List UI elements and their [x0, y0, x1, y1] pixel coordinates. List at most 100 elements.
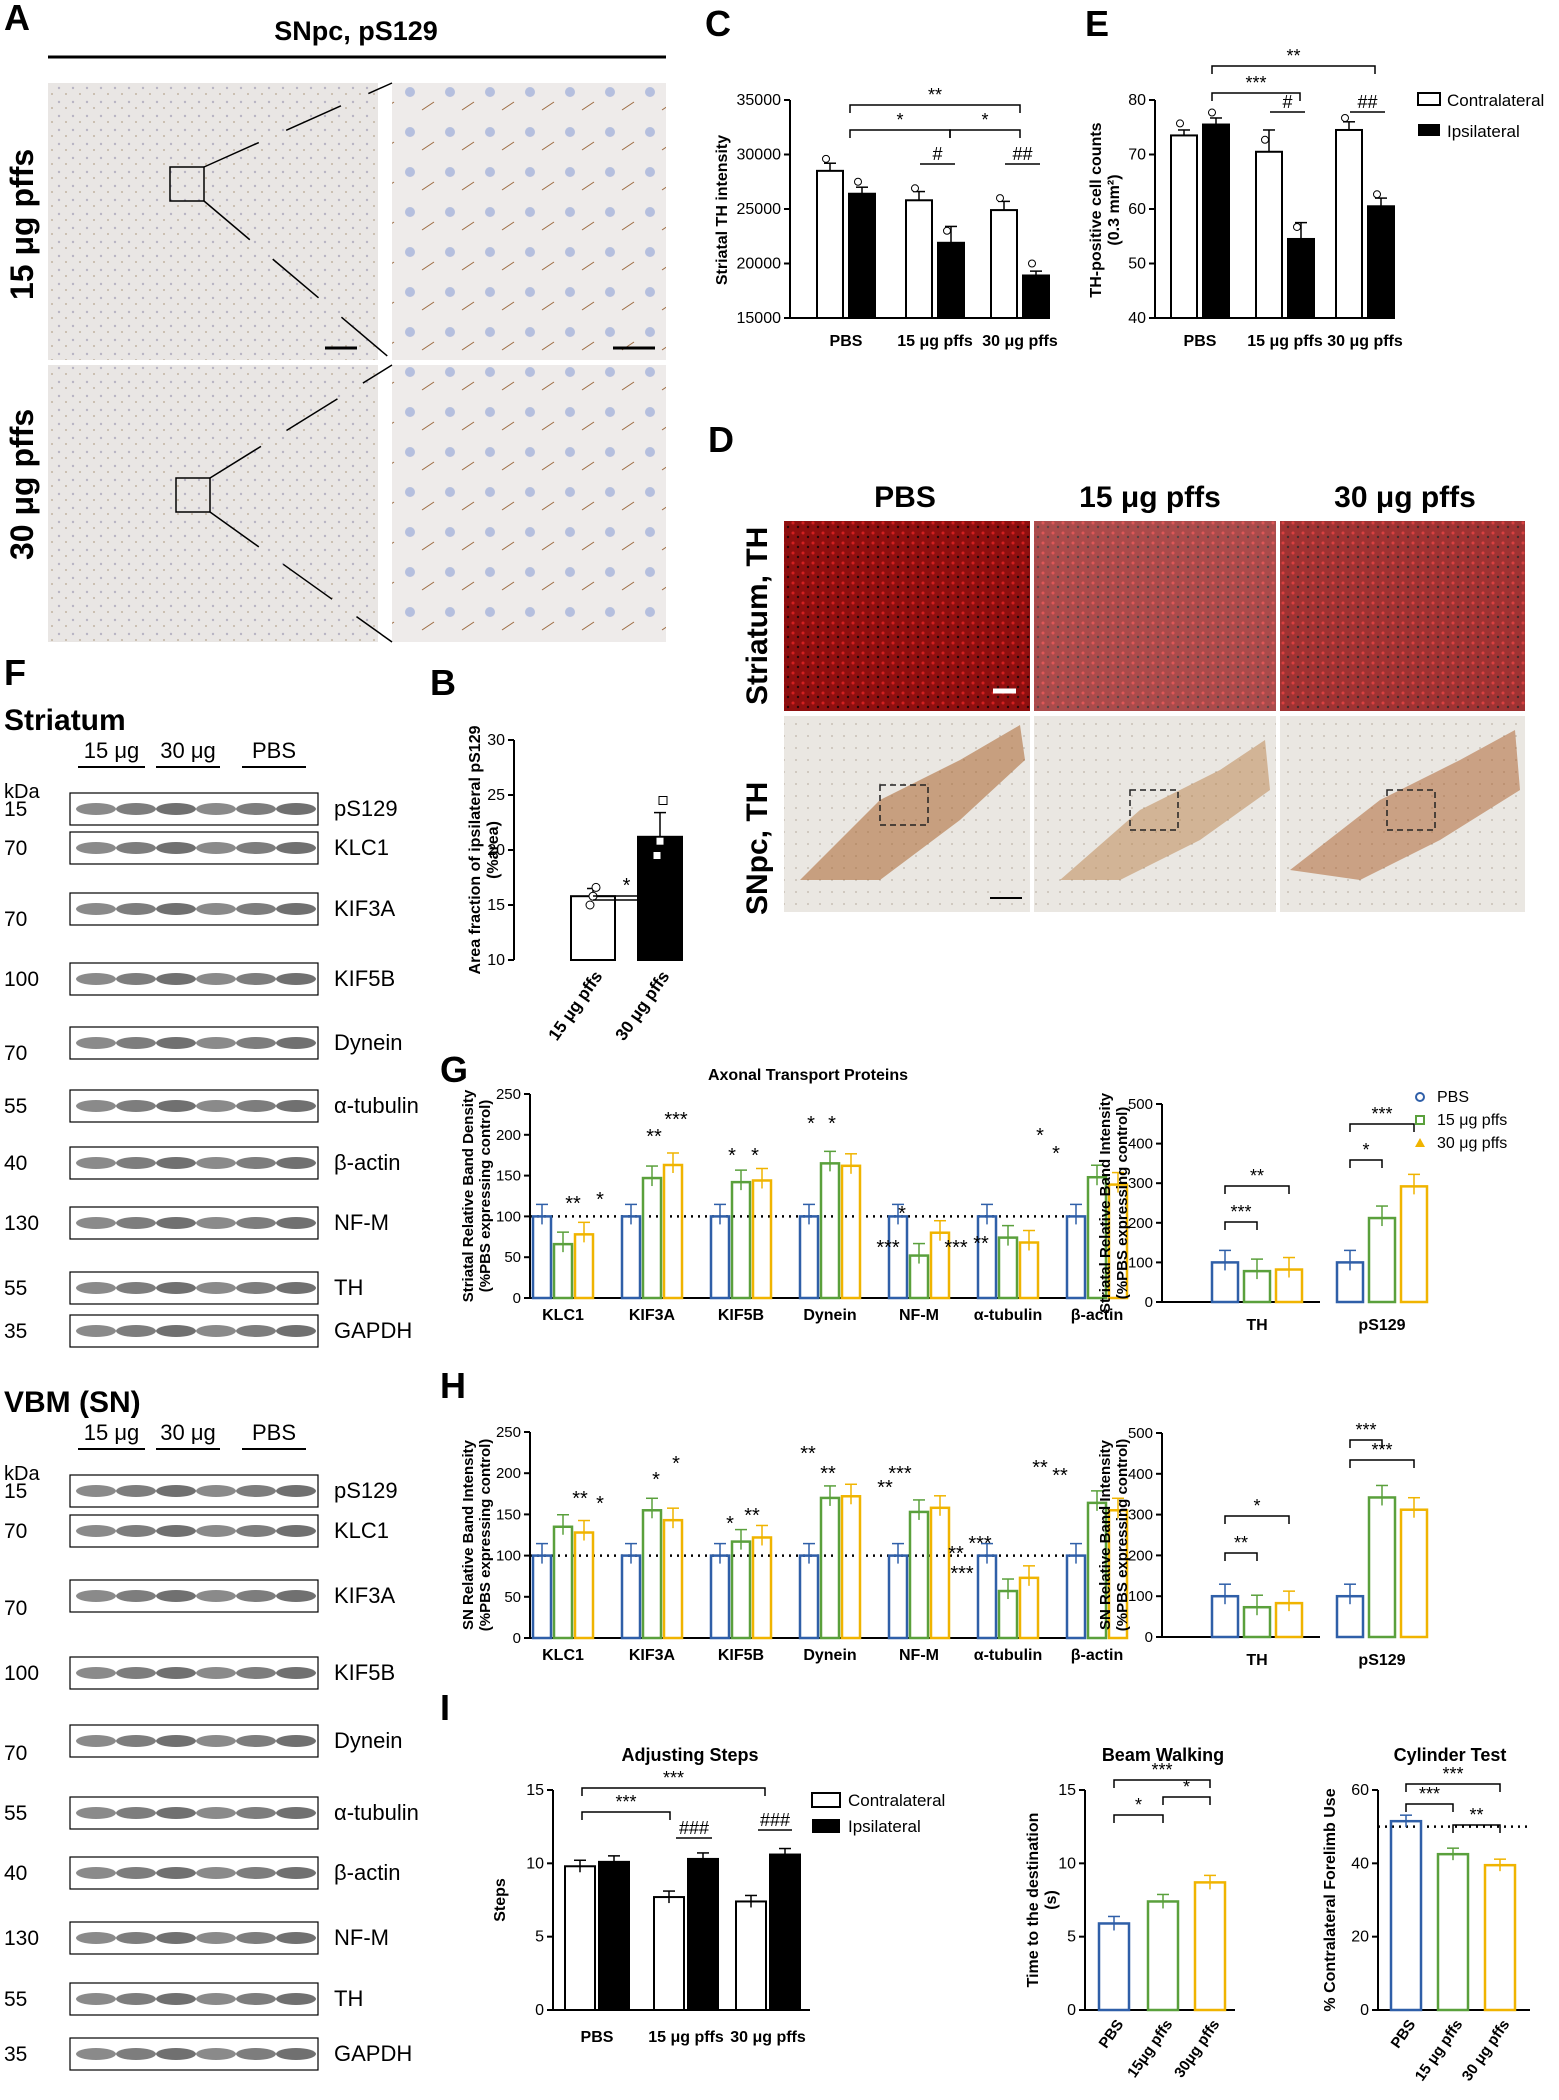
wb-kda-label: kDa: [4, 1463, 40, 1485]
panel-label-e: E: [1085, 3, 1109, 44]
wb-band: [196, 1282, 236, 1294]
wb-protein-label: β-actin: [334, 1860, 400, 1885]
y-tick-label: 250: [496, 1086, 521, 1103]
x-tick-label: Dynein: [803, 1647, 856, 1664]
data-point: [652, 851, 662, 860]
wb-band: [76, 1667, 116, 1679]
wb-band: [196, 1325, 236, 1337]
wb-band: [116, 1932, 156, 1944]
y-tick-label: 250: [496, 1424, 521, 1441]
sig-label: ***: [663, 1768, 684, 1788]
wb-band: [196, 842, 236, 854]
y-tick-label: 50: [1128, 256, 1146, 273]
panel-d-row-striatum: Striatum, TH: [741, 527, 774, 705]
wb-band: [236, 1735, 276, 1747]
wb-band: [156, 1325, 196, 1337]
y-tick-label: 10: [526, 1855, 544, 1872]
panel-d-image-striatum-30: [1280, 521, 1525, 711]
x-tick-label: 30 μg pffs: [1459, 2017, 1514, 2085]
chart-b: 10 15 20 25 30 15 μg pffs 30 μg pffs * Area frac…: [467, 725, 683, 1044]
bar-Ipsilateral: [937, 241, 965, 319]
wb-band: [276, 2048, 316, 2060]
x-tick-label: PBS: [581, 2029, 614, 2046]
wb-protein-label: α-tubulin: [334, 1093, 419, 1118]
wb-band: [276, 1217, 316, 1229]
wb-band: [156, 1037, 196, 1049]
wb-band: [76, 903, 116, 915]
bar-30 μg pffs: [929, 1506, 951, 1640]
chart-title: Cylinder Test: [1394, 1745, 1507, 1765]
wb-group-label: PBS: [252, 1420, 296, 1445]
wb-band: [116, 1282, 156, 1294]
chart-i-steps: 0 5 10 15 Adjusting Steps PBS 15 μg pffs 30 μg …: [492, 1745, 945, 2046]
wb-band: [156, 903, 196, 915]
wb-band: [276, 1590, 316, 1602]
sig-bracket: [1162, 1796, 1211, 1805]
chart-c: 15000 20000 25000 30000 35000 PBS 15 μg pffs 30…: [714, 85, 1058, 350]
y-label-line: Striatal Relative Band Density: [460, 1089, 477, 1302]
bar-15 μg pffs: [1367, 1496, 1397, 1639]
legend-marker: [1415, 1092, 1425, 1102]
wb-band: [276, 1037, 316, 1049]
bar-PBS: [976, 1215, 998, 1300]
y-tick-label: 50: [504, 1589, 521, 1606]
wb-band: [236, 1932, 276, 1944]
panel-label-g: G: [440, 1049, 468, 1090]
bar-Contralateral: [1255, 150, 1283, 319]
wb-band: [236, 1157, 276, 1169]
y-label-line: (%PBS expressing control): [477, 1100, 494, 1293]
panel-a-micrograph-30-zoom: [392, 365, 666, 642]
y-tick-label: 30000: [737, 147, 782, 164]
y-axis-label: SN Relative Band Intensity(%PBS expressi…: [460, 1439, 494, 1632]
y-label-line: TH-positive cell counts: [1088, 122, 1105, 297]
bar-PBS: [1097, 1922, 1131, 2012]
wb-band: [276, 1100, 316, 1112]
wb-band: [156, 803, 196, 815]
wb-band: [156, 2048, 196, 2060]
wb-band: [156, 1525, 196, 1537]
panel-d-image-striatum-15: [1034, 521, 1276, 711]
x-tick-label: Dynein: [803, 1307, 856, 1324]
wb-band: [116, 903, 156, 915]
y-tick-label: 60: [1128, 201, 1146, 218]
sig-label: ***: [1371, 1440, 1392, 1460]
wb-band: [116, 1590, 156, 1602]
wb-band: [116, 1217, 156, 1229]
wb-protein-label: Dynein: [334, 1728, 402, 1753]
wb-striatum-title: Striatum: [4, 704, 126, 737]
sig-label: *: [596, 1189, 604, 1211]
data-point: [1028, 259, 1036, 268]
wb-group-label: 30 μg: [160, 1420, 216, 1445]
wb-band: [76, 1932, 116, 1944]
y-label-line: SN Relative Band Intensity: [460, 1439, 477, 1630]
panel-label-f: F: [4, 652, 26, 693]
sig-bracket: [1211, 65, 1376, 74]
sig-label: *: [1362, 1140, 1369, 1160]
x-tick-label: 15 μg pffs: [897, 333, 973, 350]
wb-band: [156, 1932, 196, 1944]
wb-protein-label: KIF5B: [334, 1660, 395, 1685]
wb-protein-label: NF-M: [334, 1210, 389, 1235]
panel-label-d: D: [708, 419, 734, 460]
wb-band: [276, 1525, 316, 1537]
sig-bracket: [1113, 1814, 1164, 1823]
wb-band: [276, 1325, 316, 1337]
wb-kda-marker: 70: [4, 1742, 27, 1765]
x-tick-label: KIF3A: [629, 1647, 676, 1664]
wb-protein-label: GAPDH: [334, 2041, 412, 2066]
legend-label: Contralateral: [848, 1791, 945, 1810]
wb-band: [116, 1667, 156, 1679]
data-point: [1261, 135, 1269, 144]
legend-swatch-ipsilateral: [1418, 124, 1440, 136]
wb-band: [116, 1867, 156, 1879]
wb-band: [236, 1217, 276, 1229]
bar-30 μg pffs: [1483, 1863, 1517, 2012]
wb-band: [196, 1100, 236, 1112]
chart-h-right: 0 100 200 300 400 500 TH pS129 SN Relative Band …: [1097, 1420, 1429, 1669]
wb-band: [276, 1807, 316, 1819]
bar-PBS: [531, 1554, 553, 1640]
wb-band: [116, 1993, 156, 2005]
data-point: [822, 154, 830, 163]
sig-bracket: [1349, 1123, 1415, 1132]
